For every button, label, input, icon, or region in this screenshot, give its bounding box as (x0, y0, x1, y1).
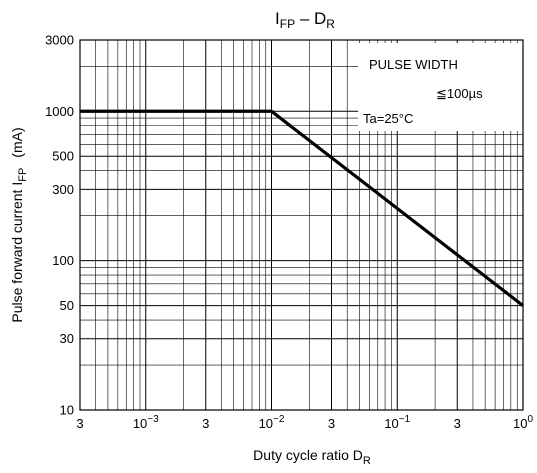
x-tick-label: 10−3 (133, 414, 159, 431)
title-ratio-sub: R (326, 17, 335, 31)
x-tick-label: 100 (513, 414, 533, 431)
y-tick-label: 50 (60, 298, 74, 313)
x-axis-label-sub: R (363, 455, 371, 467)
y-tick-labels: 3000 1000 500 300 100 50 30 10 (45, 33, 74, 418)
y-axis-label: Pulse forward current IFP (mA) (9, 127, 29, 322)
y-tick-label: 1000 (45, 104, 74, 119)
chart-title: IFP – DR (275, 9, 335, 31)
title-separator: – D (295, 9, 326, 28)
x-tick-label: 10−1 (384, 414, 410, 431)
y-axis-label-sub: FP (17, 168, 29, 182)
title-symbol: I (275, 9, 280, 28)
x-axis-label-text: Duty cycle ratio D (253, 447, 363, 463)
title-symbol-sub: FP (280, 17, 295, 31)
x-tick-label: 3 (202, 416, 209, 431)
annotation-width-limit: ≦100µs (436, 86, 483, 101)
x-axis-label: Duty cycle ratio DR (253, 447, 371, 467)
y-axis-label-text: Pulse forward current I (9, 182, 25, 323)
x-tick-label: 3 (328, 416, 335, 431)
plot-frame (79, 39, 524, 411)
y-tick-label: 100 (52, 253, 74, 268)
annotation-pulse-width: PULSE WIDTH (369, 57, 458, 72)
x-tick-label: 3 (76, 416, 83, 431)
annotation-box (358, 43, 523, 131)
x-tick-label: 10−2 (259, 414, 285, 431)
x-tick-label: 3 (454, 416, 461, 431)
x-tick-labels: 3 10−3 3 10−2 3 10−1 3 100 (76, 414, 533, 431)
y-tick-label: 300 (52, 182, 74, 197)
y-axis-label-unit: (mA) (9, 127, 25, 157)
y-tick-label: 500 (52, 149, 74, 164)
y-tick-label: 30 (60, 331, 74, 346)
y-tick-label: 3000 (45, 33, 74, 48)
series-line (80, 109, 524, 307)
annotation-temperature: Ta=25°C (363, 111, 413, 126)
y-tick-label: 10 (60, 403, 74, 418)
series-group (80, 109, 524, 307)
